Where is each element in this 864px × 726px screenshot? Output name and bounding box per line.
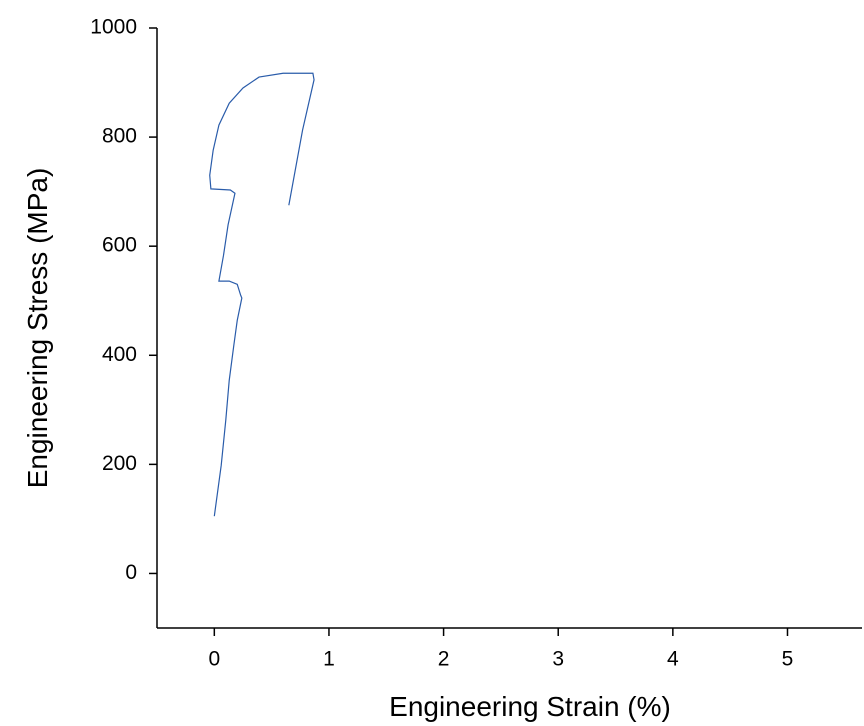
x-tick-label: 2 (438, 648, 450, 671)
data-line (209, 72, 315, 517)
y-tick-label: 800 (102, 125, 137, 148)
y-tick-label: 200 (102, 452, 137, 475)
x-tick-label: 0 (208, 648, 220, 671)
x-axis-title: Engineering Strain (%) (389, 691, 671, 722)
x-tick-label: 1 (323, 648, 335, 671)
y-tick-label: 0 (125, 561, 137, 584)
x-tick-label: 3 (552, 648, 564, 671)
x-tick-label: 5 (782, 648, 794, 671)
y-tick-label: 400 (102, 343, 137, 366)
x-tick-label: 4 (667, 648, 679, 671)
y-tick-label: 1000 (90, 16, 137, 39)
y-axis-title: Engineering Stress (MPa) (22, 168, 53, 489)
y-tick-label: 600 (102, 234, 137, 257)
